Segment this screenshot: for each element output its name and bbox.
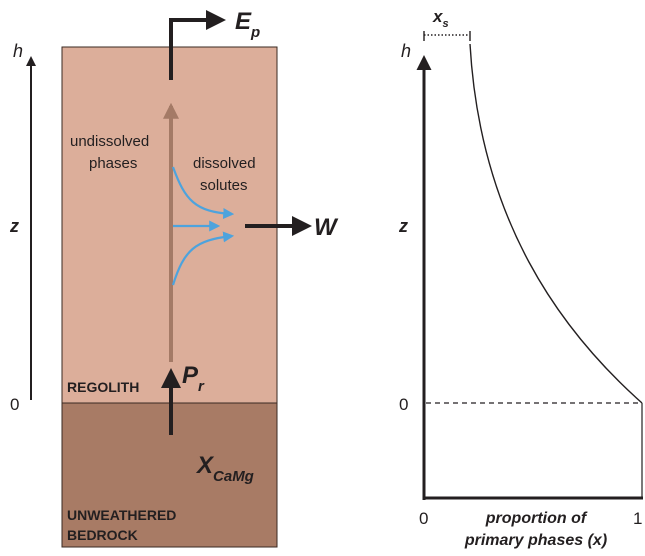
bedrock-label-line2: BEDROCK <box>67 527 138 543</box>
right-xlabel-line2: primary phases (x) <box>464 532 607 549</box>
dissolved-label-line2: solutes <box>200 177 248 194</box>
dissolved-label-line1: dissolved <box>193 155 256 172</box>
right-axis-h-label: h <box>401 41 411 61</box>
ep-erosion-arrow <box>169 10 226 80</box>
left-axis-z-label: z <box>9 216 19 236</box>
left-axis-zero-label: 0 <box>10 395 19 414</box>
ep-label: Ep <box>235 8 260 41</box>
pr-label: Pr <box>182 362 205 395</box>
xs-label-sub: s <box>442 18 448 30</box>
left-axis-h-label: h <box>13 41 23 61</box>
undissolved-label-line1: undissolved <box>70 133 149 150</box>
right-axis-zero-label: 0 <box>399 395 408 414</box>
ep-label-main: E <box>235 8 252 35</box>
right-x-one-label: 1 <box>633 509 642 528</box>
undissolved-label-line2: phases <box>89 155 137 172</box>
xs-label-main: x <box>432 7 444 26</box>
pr-label-sub: r <box>198 378 205 395</box>
regolith-label: REGOLITH <box>67 379 139 395</box>
w-label: W <box>314 214 339 241</box>
xs-label: xs <box>432 7 449 30</box>
solute-arrow-lower <box>171 231 235 286</box>
ep-label-sub: p <box>250 24 260 41</box>
right-x-zero-label: 0 <box>419 509 428 528</box>
right-xlabel-line1: proportion of <box>485 510 588 527</box>
x-camg-label: XCaMg <box>195 452 254 485</box>
x-camg-sub: CaMg <box>213 468 254 485</box>
primary-phase-profile-curve <box>469 43 643 404</box>
x-camg-main: X <box>195 452 215 479</box>
right-axis-z-label: z <box>398 216 408 236</box>
pr-label-main: P <box>182 362 199 389</box>
bedrock-label-line1: UNWEATHERED <box>67 507 176 523</box>
solute-arrow-upper <box>171 166 235 220</box>
